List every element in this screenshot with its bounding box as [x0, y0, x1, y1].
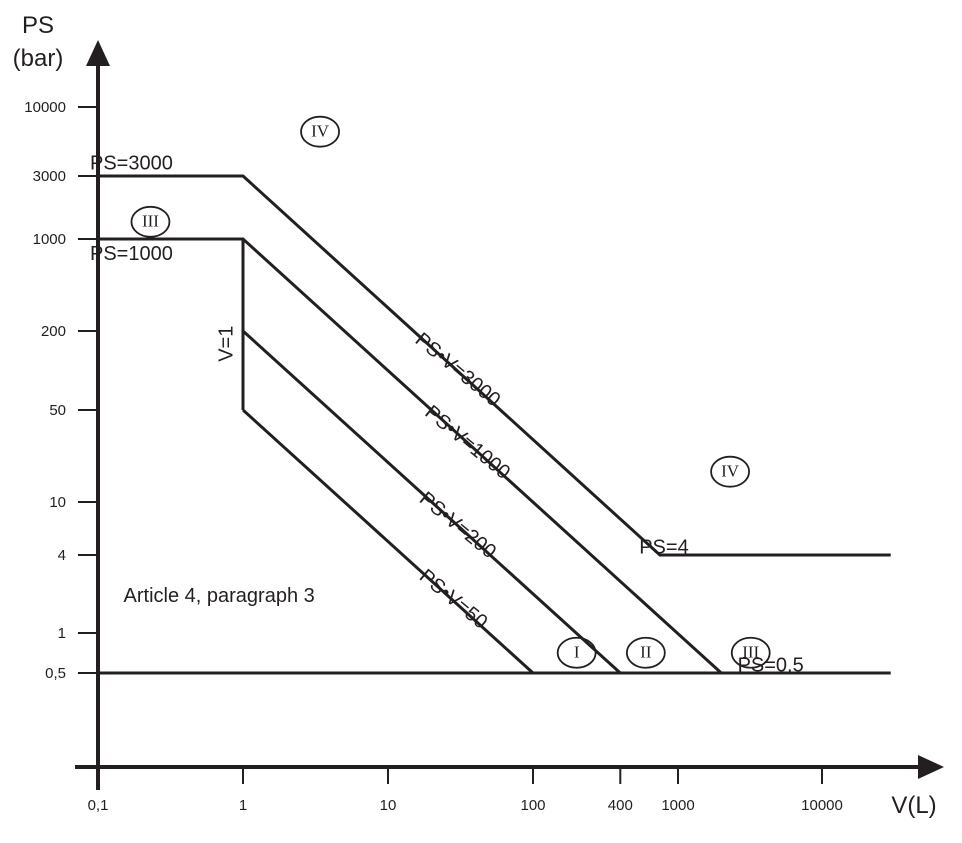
category-circle [625, 636, 666, 669]
y-tick-label: 4 [58, 547, 66, 564]
line-label: PS•V=3000 [411, 329, 505, 412]
x-tick-label: 1000 [661, 797, 694, 814]
y-tick-label: 50 [49, 402, 66, 419]
y-axis-title-line1: PS [22, 12, 54, 39]
category-label: IV [721, 462, 740, 481]
line-label: PS•V=50 [415, 565, 491, 633]
y-axis-title-line2: (bar) [13, 45, 64, 72]
series-line [241, 408, 535, 675]
axes: PS (bar) V(L) [13, 12, 944, 819]
x-axis-arrow [918, 755, 944, 779]
line-label: PS=1000 [90, 243, 173, 265]
category-label: III [742, 643, 759, 662]
ticks: 0,1 1 10 100 400 1000 10000 10000 3000 1000 200 50 1… [24, 99, 843, 814]
line-label: V=1 [216, 326, 238, 362]
x-axis-title: V(L) [891, 792, 936, 819]
y-tick-label: 10000 [24, 99, 66, 116]
series-lines [98, 174, 891, 675]
x-tick-label: 10 [380, 797, 397, 814]
y-tick-label: 1000 [33, 231, 66, 248]
annotation-text: Article 4, paragraph 3 [124, 585, 315, 607]
y-tick-label: 200 [41, 323, 66, 340]
y-tick-label: 0,5 [45, 665, 66, 682]
category-circle [130, 205, 171, 238]
series-line [241, 329, 622, 675]
category-circle [710, 455, 750, 488]
category-circle [300, 115, 340, 148]
category-label: III [142, 212, 159, 231]
series-line [98, 237, 723, 675]
category-label: IV [311, 122, 330, 141]
category-label: II [640, 643, 652, 662]
category-label: I [574, 643, 580, 662]
x-tick-label: 100 [520, 797, 545, 814]
line-label: PS=0,5 [738, 655, 804, 677]
line-label: PS•V=200 [415, 488, 500, 564]
category-circle [556, 636, 597, 669]
line-label: PS=3000 [90, 152, 173, 174]
y-tick-label: 1 [58, 625, 66, 642]
x-tick-label: 0,1 [88, 797, 109, 814]
x-tick-label: 10000 [801, 797, 843, 814]
x-tick-label: 1 [239, 797, 247, 814]
y-tick-label: 3000 [33, 168, 66, 185]
y-tick-label: 10 [49, 494, 66, 511]
line-label: PS•V=1000 [421, 401, 515, 484]
y-axis-arrow [86, 40, 110, 66]
series-line [98, 174, 891, 557]
line-label: PS=4 [639, 536, 688, 558]
x-tick-label: 400 [608, 797, 633, 814]
category-circle [730, 636, 771, 669]
